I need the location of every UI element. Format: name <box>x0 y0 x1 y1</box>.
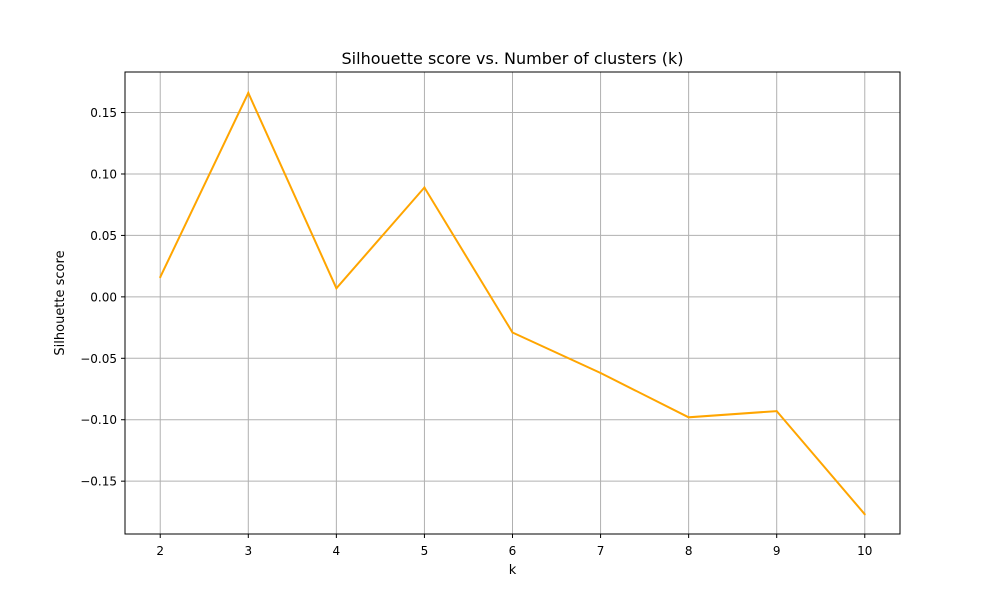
x-tick-label: 8 <box>685 544 693 558</box>
chart-title: Silhouette score vs. Number of clusters … <box>342 49 684 68</box>
y-tick-label: −0.05 <box>80 352 117 366</box>
y-axis-label: Silhouette score <box>53 250 68 355</box>
x-tick-label: 2 <box>156 544 164 558</box>
data-point <box>687 416 690 419</box>
grid-layer <box>125 72 900 534</box>
y-tick-label: 0.00 <box>90 290 117 304</box>
axis-layer: 2 3 4 5 6 7 8 9 10 0.15 0.10 0.05 0.00 −0.05 −0.10 −0.1… <box>80 106 872 558</box>
y-tick-label: 0.05 <box>90 229 117 243</box>
data-point <box>599 372 602 375</box>
data-point <box>863 513 866 516</box>
x-axis-label: k <box>509 563 517 578</box>
data-point <box>159 276 162 279</box>
x-tick-label: 7 <box>597 544 605 558</box>
x-tick-label: 5 <box>421 544 429 558</box>
data-point <box>335 287 338 290</box>
y-tick-label: −0.15 <box>80 475 117 489</box>
x-tick-label: 9 <box>773 544 781 558</box>
y-tick-label: 0.10 <box>90 167 117 181</box>
data-point <box>775 410 778 413</box>
data-point <box>247 91 250 94</box>
series-layer <box>159 90 866 516</box>
y-tick-label: −0.10 <box>80 413 117 427</box>
x-tick-label: 4 <box>333 544 341 558</box>
x-tick-label: 6 <box>509 544 517 558</box>
data-point <box>511 331 514 334</box>
y-tick-label: 0.15 <box>90 106 117 120</box>
x-tick-label: 3 <box>244 544 252 558</box>
data-point <box>423 186 426 189</box>
x-tick-label: 10 <box>857 544 872 558</box>
